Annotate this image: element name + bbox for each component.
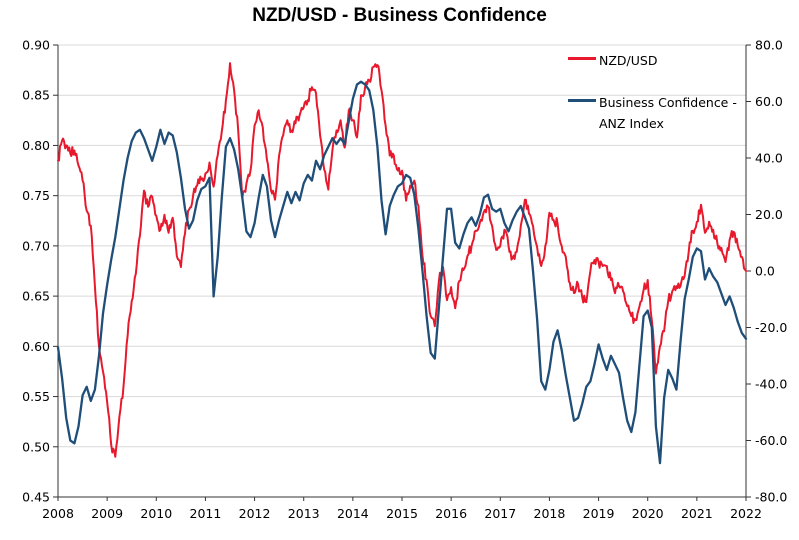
left-axis-tick-label: 0.90 <box>22 38 50 53</box>
legend-label-nzdusd: NZD/USD <box>599 53 658 68</box>
x-axis-tick-label: 2015 <box>386 506 418 521</box>
x-axis-tick-label: 2021 <box>681 506 713 521</box>
left-axis-tick-label: 0.60 <box>22 339 50 354</box>
right-axis-tick-label: 0.0 <box>755 264 775 279</box>
axis-labels: 0.90 0.85 0.80 0.75 0.70 0.65 0.60 0.55 0.50 0.45… <box>22 38 787 522</box>
right-axis-tick-label: -60.0 <box>755 433 787 448</box>
x-axis-tick-label: 2010 <box>140 506 172 521</box>
chart-title: NZD/USD - Business Confidence <box>252 5 547 26</box>
x-axis-tick-label: 2022 <box>730 506 762 521</box>
left-axis-tick-label: 0.70 <box>22 238 50 253</box>
left-axis-tick-label: 0.80 <box>22 138 50 153</box>
gridlines <box>58 44 746 448</box>
x-axis-tick-label: 2020 <box>632 506 664 521</box>
x-axis-tick-label: 2009 <box>91 506 123 521</box>
left-axis-tick-label: 0.75 <box>22 188 50 203</box>
right-axis-tick-label: 80.0 <box>755 38 783 53</box>
x-axis-tick-label: 2011 <box>190 506 222 521</box>
legend-item-nzdusd: NZD/USD <box>568 50 657 71</box>
series-line-nzdusd <box>57 62 747 458</box>
legend-swatch-business-confidence <box>568 99 596 102</box>
right-axis-tick-label: 60.0 <box>755 94 783 109</box>
x-axis-tick-label: 2018 <box>534 506 566 521</box>
legend-label-business-confidence: Business Confidence - ANZ Index <box>599 95 737 131</box>
tick-marks <box>53 44 751 501</box>
right-axis-tick-label: 20.0 <box>755 207 783 222</box>
left-axis-tick-label: 0.65 <box>22 289 50 304</box>
x-axis-tick-label: 2019 <box>583 506 615 521</box>
right-axis-tick-label: -20.0 <box>755 320 787 335</box>
x-axis-tick-label: 2014 <box>337 506 369 521</box>
left-axis-tick-label: 0.45 <box>22 490 50 505</box>
x-axis-tick-label: 2008 <box>42 506 74 521</box>
legend-swatch-nzdusd <box>568 57 596 60</box>
left-axis-tick-label: 0.55 <box>22 389 50 404</box>
right-axis-tick-label: 40.0 <box>755 151 783 166</box>
legend-item-business-confidence: Business Confidence - ANZ Index <box>568 92 754 134</box>
left-axis-tick-label: 0.50 <box>22 439 50 454</box>
x-axis-tick-label: 2013 <box>288 506 320 521</box>
right-axis-tick-label: -40.0 <box>755 377 787 392</box>
x-axis-tick-label: 2017 <box>484 506 516 521</box>
series-line-business-confidence <box>56 80 748 465</box>
left-axis-tick-label: 0.85 <box>22 88 50 103</box>
x-axis-tick-label: 2016 <box>435 506 467 521</box>
x-axis-tick-label: 2012 <box>239 506 271 521</box>
right-axis-tick-label: -80.0 <box>755 490 787 505</box>
